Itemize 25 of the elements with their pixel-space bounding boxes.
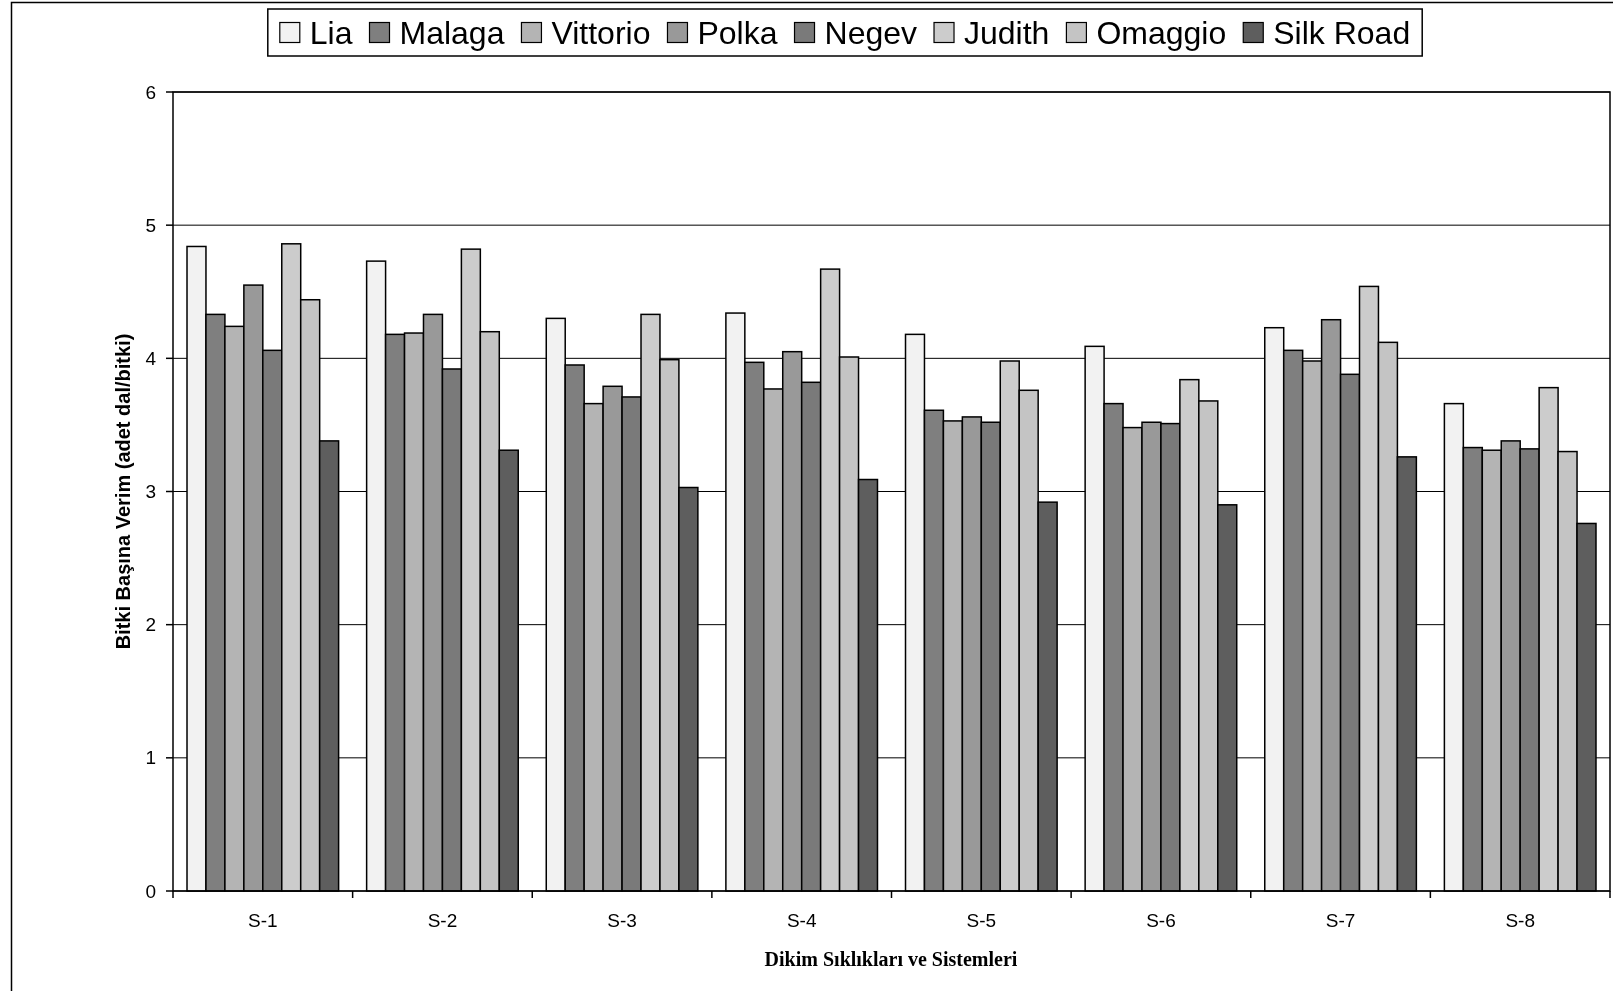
y-tick-label: 5 [145,214,156,236]
x-axis-title: Dikim Sıklıkları ve Sistemleri [764,948,1018,970]
legend-label: Judith [964,14,1050,51]
x-tick-label: S-3 [607,909,637,931]
y-tick-label: 6 [145,81,156,103]
x-tick-label: S-2 [427,909,458,931]
legend-label: Silk Road [1273,14,1411,51]
legend-label: Omaggio [1096,14,1227,51]
x-tick-label: S-7 [1325,909,1356,931]
y-tick-label: 1 [145,747,156,769]
y-tick-label: 2 [145,614,156,636]
y-tick-label: 0 [145,880,156,902]
y-tick-label: 4 [145,347,157,369]
legend-label: Lia [309,14,353,51]
legend-label: Malaga [399,14,505,51]
y-tick-label: 3 [145,481,156,502]
y-axis-title: Bitki Başına Verim (adet dal/bitki) [112,333,134,650]
legend-label: Negev [824,14,918,51]
legend-label: Vittorio [551,14,651,51]
x-tick-label: S-8 [1505,909,1535,931]
x-tick-label: S-4 [786,909,817,931]
x-tick-label: S-5 [966,909,997,931]
x-tick-label: S-6 [1146,909,1176,931]
x-tick-label: S-1 [248,909,278,931]
legend-label: Polka [697,14,778,51]
